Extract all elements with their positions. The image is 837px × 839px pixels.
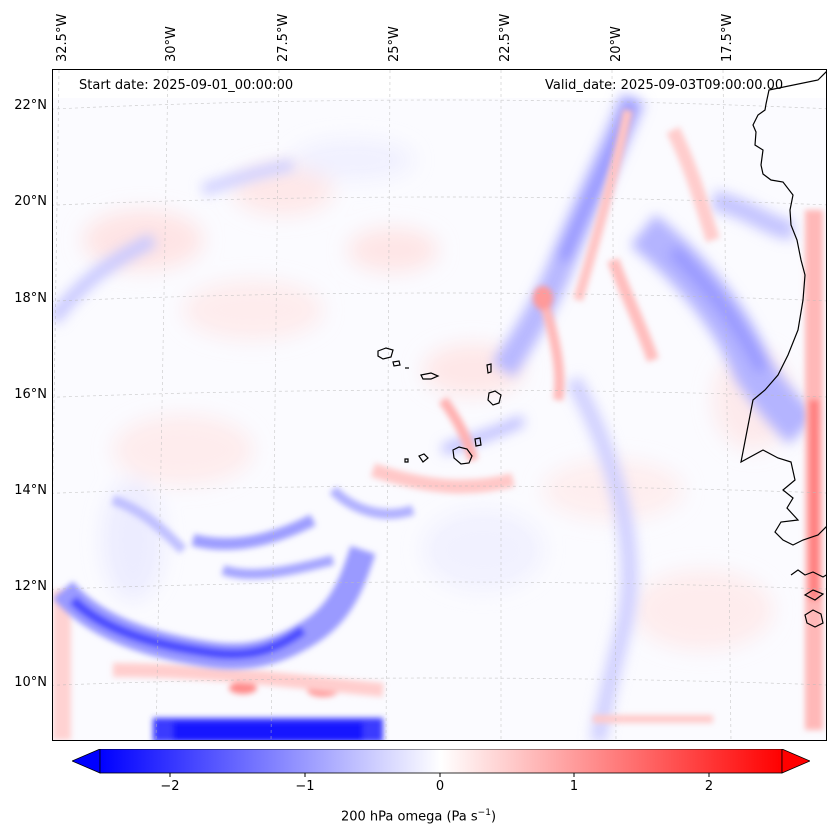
lon-label-32-5w: 32.5°W [55,13,70,62]
lat-label-22n: 22°N [14,98,47,113]
graticule [53,70,826,740]
colorbar-tick-minus2: −2 [160,779,180,794]
colorbar-label-prefix: 200 hPa omega (Pa s [340,809,478,825]
colorbar-label-suffix: ) [490,809,497,825]
map-panel: Start date: 2025-09-01_00:00:00 Valid_da… [52,69,827,741]
lat-label-16n: 16°N [14,387,47,402]
cape-verde-islands [377,347,502,465]
lat-label-10n: 10°N [14,675,47,690]
colorbar-tick-minus1: −1 [295,779,315,794]
colorbar-tick-2: 2 [704,779,714,794]
start-date-label: Start date: 2025-09-01_00:00:00 [79,78,294,93]
red-features [53,108,823,740]
colorbar-tick-0: 0 [435,779,445,794]
lat-label-18n: 18°N [14,291,47,306]
colorbar-ticks [169,773,710,777]
colorbar-ramp [99,749,783,774]
lon-label-25w: 25°W [387,26,402,62]
colorbar-tick-1: 1 [569,779,579,794]
colorbar-label: 200 hPa omega (Pa s−1) [0,808,837,824]
colorbar-low-extend [72,749,101,774]
colorbar-label-exponent: −1 [477,808,491,818]
lon-label-22-5w: 22.5°W [498,13,513,62]
omega-field-map [53,70,826,740]
lat-label-12n: 12°N [14,579,47,594]
lon-label-17-5w: 17.5°W [720,13,735,62]
colorbar [72,749,810,777]
valid-date-label: Valid_date: 2025-09-03T09:00:00.00 [545,78,784,93]
lon-label-27-5w: 27.5°W [276,13,291,62]
blue-jet-southwest [53,486,415,740]
west-africa-coastline [740,71,826,628]
lat-label-20n: 20°N [14,194,47,209]
lon-label-30w: 30°W [164,26,179,62]
lat-label-14n: 14°N [14,483,47,498]
lon-label-20w: 20°W [609,26,624,62]
colorbar-high-extend [781,749,810,774]
